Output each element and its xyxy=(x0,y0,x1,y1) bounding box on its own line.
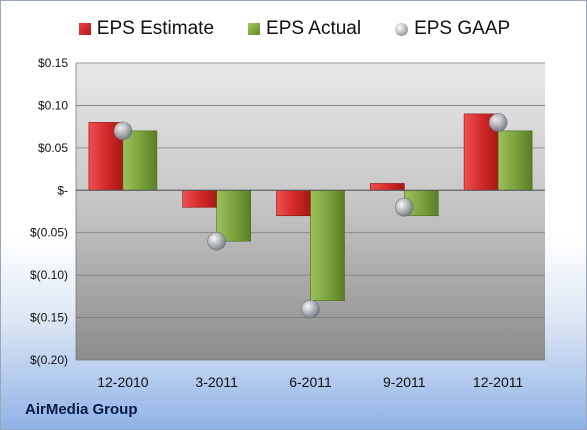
legend-label-actual: EPS Actual xyxy=(266,18,362,39)
legend: EPS Estimate EPS Actual EPS GAAP xyxy=(1,15,586,43)
y-tick-label: $0.10 xyxy=(38,98,68,112)
point-eps-gaap xyxy=(488,113,508,132)
legend-swatch-gaap xyxy=(395,22,409,36)
legend-item-eps-gaap: EPS GAAP xyxy=(395,15,510,43)
point-eps-gaap xyxy=(113,121,133,141)
bar-eps-actual xyxy=(122,130,158,191)
point-eps-gaap xyxy=(207,231,226,251)
bar-eps-actual xyxy=(497,130,533,191)
legend-item-eps-estimate: EPS Estimate xyxy=(78,15,215,43)
legend-label-estimate: EPS Estimate xyxy=(96,18,215,39)
y-tick-label: $(0.10) xyxy=(30,268,68,282)
bar-eps-estimate xyxy=(182,189,217,208)
x-tick-label: 6-2011 xyxy=(289,374,332,390)
legend-item-eps-actual: EPS Actual xyxy=(248,15,361,43)
x-tick-label: 3-2011 xyxy=(195,374,238,390)
bar-eps-actual xyxy=(310,189,345,301)
x-tick-label: 9-2011 xyxy=(383,374,426,390)
legend-swatch-actual xyxy=(248,23,261,35)
legend-swatch-estimate xyxy=(78,23,91,35)
y-tick-label: $(0.15) xyxy=(30,311,68,325)
x-tick-label: 12-2010 xyxy=(97,374,149,390)
legend-label-gaap: EPS GAAP xyxy=(414,18,511,39)
point-eps-gaap xyxy=(301,299,320,319)
y-tick-label: $(0.20) xyxy=(30,353,68,367)
bar-eps-estimate xyxy=(276,189,311,217)
bar-eps-estimate xyxy=(369,183,405,191)
y-tick-label: $- xyxy=(57,183,68,197)
point-eps-gaap xyxy=(394,197,414,217)
y-tick-label: $(0.05) xyxy=(30,226,68,240)
x-tick-label: 12-2011 xyxy=(473,374,524,390)
company-name: AirMedia Group xyxy=(25,401,138,418)
bar-eps-actual xyxy=(216,189,251,242)
y-tick-label: $0.15 xyxy=(38,56,68,70)
y-tick-label: $0.05 xyxy=(38,141,68,155)
